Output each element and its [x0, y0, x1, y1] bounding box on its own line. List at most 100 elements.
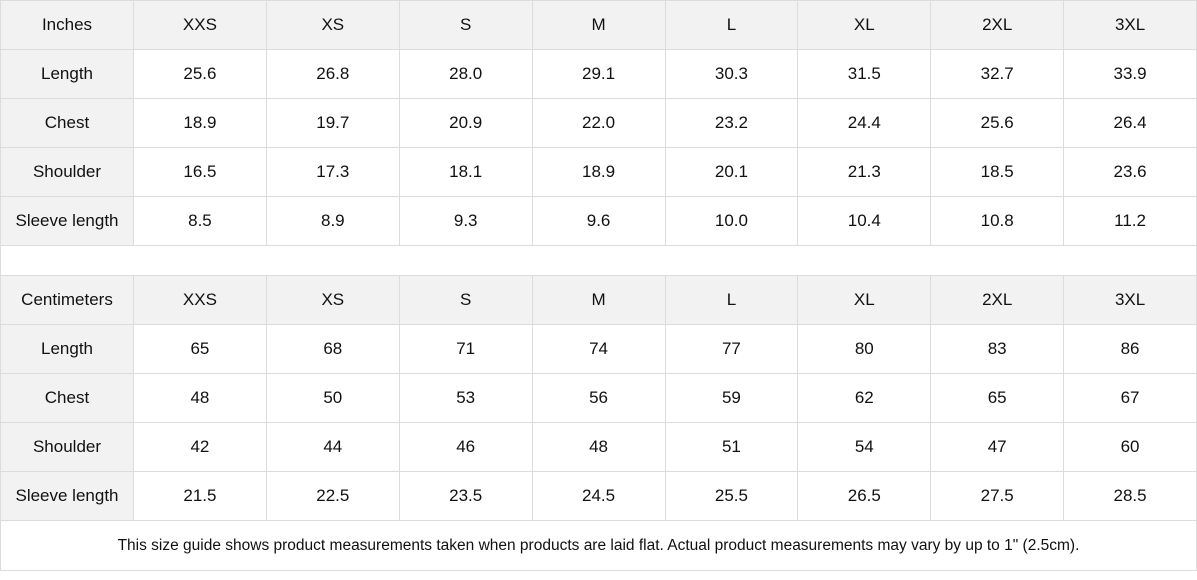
- measurement-label: Sleeve length: [0, 196, 134, 246]
- measurement-value: 65: [930, 373, 1065, 423]
- measurement-value: 23.5: [398, 471, 533, 521]
- measurement-value: 51: [664, 422, 799, 472]
- measurement-value: 29.1: [531, 49, 666, 99]
- measurement-value: 16.5: [133, 147, 267, 197]
- measurement-value: 9.3: [398, 196, 533, 246]
- measurement-value: 24.4: [797, 98, 932, 148]
- measurement-label: Length: [0, 49, 134, 99]
- measurement-value: 21.5: [133, 471, 267, 521]
- size-header: M: [531, 0, 666, 50]
- measurement-value: 23.2: [664, 98, 799, 148]
- measurement-value: 18.9: [133, 98, 267, 148]
- size-header: M: [531, 275, 666, 325]
- measurement-label: Sleeve length: [0, 471, 134, 521]
- table-spacer: [0, 245, 1197, 276]
- unit-label: Inches: [0, 0, 134, 50]
- size-header: 3XL: [1063, 0, 1197, 50]
- header-row: Centimeters XXS XS S M L XL 2XL 3XL: [0, 275, 1197, 325]
- measurement-value: 25.6: [930, 98, 1065, 148]
- measurement-value: 42: [133, 422, 267, 472]
- measurement-value: 62: [797, 373, 932, 423]
- measurement-value: 32.7: [930, 49, 1065, 99]
- table-row: Length 65 68 71 74 77 80 83 86: [0, 324, 1197, 374]
- size-header: 2XL: [930, 275, 1065, 325]
- measurement-value: 30.3: [664, 49, 799, 99]
- table-row: Sleeve length 8.5 8.9 9.3 9.6 10.0 10.4 10.8 11.…: [0, 196, 1197, 246]
- measurement-value: 26.4: [1063, 98, 1197, 148]
- measurement-value: 22.0: [531, 98, 666, 148]
- spacer-cell: [0, 245, 1197, 276]
- measurement-value: 86: [1063, 324, 1197, 374]
- measurement-value: 9.6: [531, 196, 666, 246]
- measurement-value: 23.6: [1063, 147, 1197, 197]
- size-header: XXS: [133, 275, 267, 325]
- measurement-value: 20.9: [398, 98, 533, 148]
- measurement-label: Shoulder: [0, 422, 134, 472]
- measurement-value: 25.6: [133, 49, 267, 99]
- measurement-value: 50: [265, 373, 400, 423]
- measurement-value: 71: [398, 324, 533, 374]
- table-row: Shoulder 42 44 46 48 51 54 47 60: [0, 422, 1197, 472]
- header-row: Inches XXS XS S M L XL 2XL 3XL: [0, 0, 1197, 50]
- measurement-value: 17.3: [265, 147, 400, 197]
- measurement-value: 77: [664, 324, 799, 374]
- measurement-value: 25.5: [664, 471, 799, 521]
- size-header: XS: [265, 275, 400, 325]
- size-header: XL: [797, 275, 932, 325]
- measurement-value: 18.5: [930, 147, 1065, 197]
- measurement-value: 20.1: [664, 147, 799, 197]
- measurement-value: 24.5: [531, 471, 666, 521]
- measurement-value: 60: [1063, 422, 1197, 472]
- measurement-value: 48: [133, 373, 267, 423]
- measurement-value: 54: [797, 422, 932, 472]
- measurement-value: 68: [265, 324, 400, 374]
- size-header: 2XL: [930, 0, 1065, 50]
- size-header: XS: [265, 0, 400, 50]
- measurement-value: 67: [1063, 373, 1197, 423]
- size-header: XXS: [133, 0, 267, 50]
- table-row: Chest 48 50 53 56 59 62 65 67: [0, 373, 1197, 423]
- measurement-value: 56: [531, 373, 666, 423]
- unit-label: Centimeters: [0, 275, 134, 325]
- table-row: Sleeve length 21.5 22.5 23.5 24.5 25.5 26.5 27.…: [0, 471, 1197, 521]
- measurement-value: 28.5: [1063, 471, 1197, 521]
- measurement-value: 18.1: [398, 147, 533, 197]
- note-row: This size guide shows product measuremen…: [0, 520, 1197, 571]
- measurement-value: 26.5: [797, 471, 932, 521]
- measurement-value: 47: [930, 422, 1065, 472]
- measurement-value: 21.3: [797, 147, 932, 197]
- measurement-value: 59: [664, 373, 799, 423]
- table-row: Shoulder 16.5 17.3 18.1 18.9 20.1 21.3 18.5 23.6: [0, 147, 1197, 197]
- measurement-value: 44: [265, 422, 400, 472]
- measurement-value: 10.4: [797, 196, 932, 246]
- measurement-value: 22.5: [265, 471, 400, 521]
- measurement-value: 19.7: [265, 98, 400, 148]
- size-header: 3XL: [1063, 275, 1197, 325]
- measurement-label: Shoulder: [0, 147, 134, 197]
- measurement-value: 31.5: [797, 49, 932, 99]
- size-header: L: [664, 275, 799, 325]
- measurement-value: 28.0: [398, 49, 533, 99]
- measurement-value: 80: [797, 324, 932, 374]
- measurement-value: 8.9: [265, 196, 400, 246]
- size-header: L: [664, 0, 799, 50]
- size-guide-note: This size guide shows product measuremen…: [0, 520, 1197, 571]
- size-header: S: [398, 275, 533, 325]
- measurement-value: 65: [133, 324, 267, 374]
- measurement-value: 27.5: [930, 471, 1065, 521]
- table-row: Length 25.6 26.8 28.0 29.1 30.3 31.5 32.7 33.9: [0, 49, 1197, 99]
- measurement-value: 10.8: [930, 196, 1065, 246]
- measurement-value: 46: [398, 422, 533, 472]
- measurement-value: 33.9: [1063, 49, 1197, 99]
- measurement-value: 26.8: [265, 49, 400, 99]
- measurement-value: 53: [398, 373, 533, 423]
- measurement-label: Chest: [0, 373, 134, 423]
- size-header: XL: [797, 0, 932, 50]
- measurement-label: Chest: [0, 98, 134, 148]
- measurement-value: 8.5: [133, 196, 267, 246]
- measurement-value: 83: [930, 324, 1065, 374]
- size-header: S: [398, 0, 533, 50]
- measurement-value: 10.0: [664, 196, 799, 246]
- measurement-value: 48: [531, 422, 666, 472]
